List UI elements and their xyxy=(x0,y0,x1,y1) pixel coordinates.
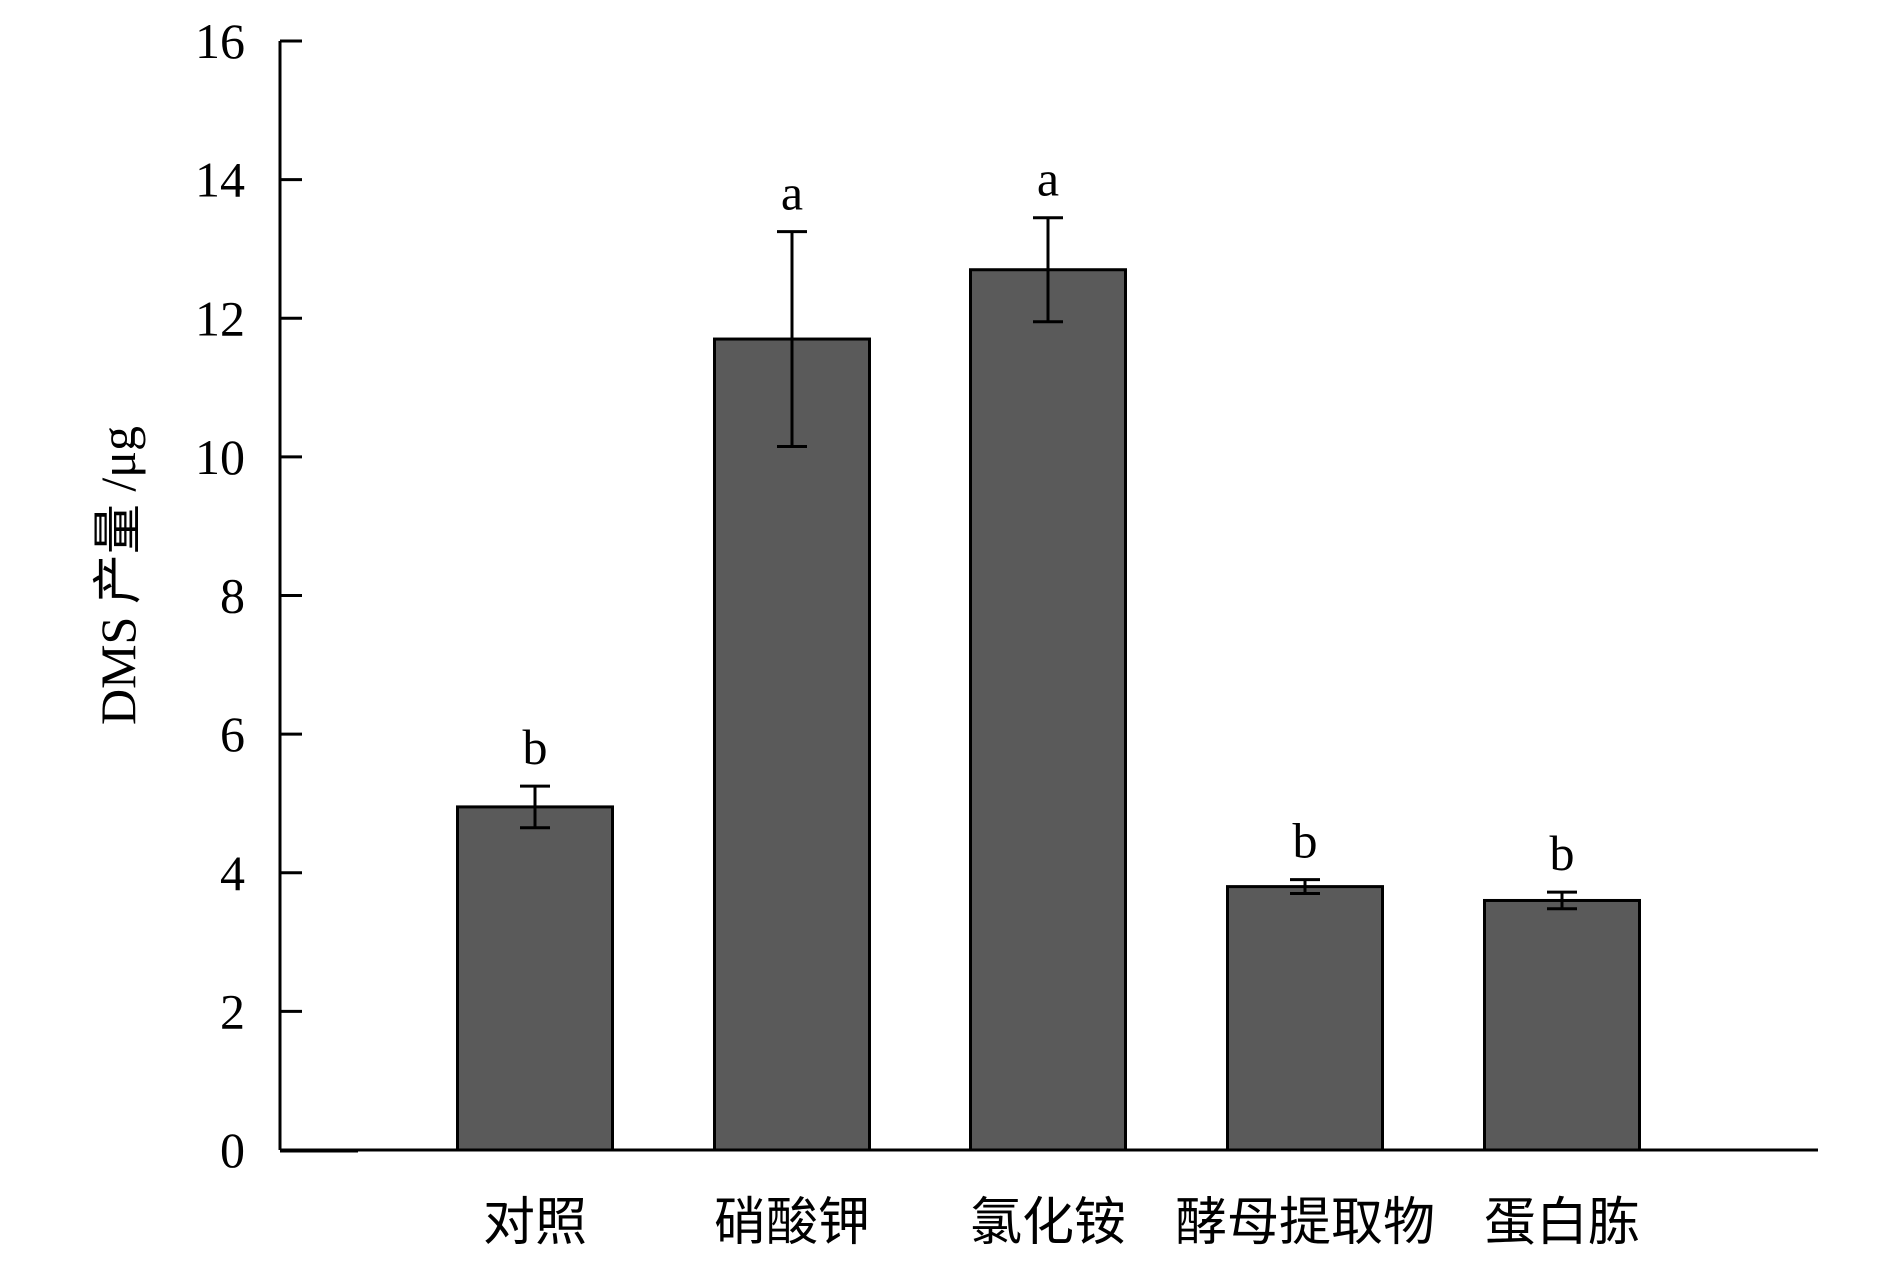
bar-2 xyxy=(713,337,871,1152)
y-axis-title: DMS 产量 /μg xyxy=(90,426,146,725)
significance-label-2: a xyxy=(781,165,803,221)
category-label-5: 蛋白胨 xyxy=(1484,1193,1640,1253)
significance-label-4: b xyxy=(1293,813,1318,869)
bars-layer xyxy=(456,268,1641,1152)
labels-layer: b 对照 a 硝酸钾 a 氯化铵 b 酵母提取物 b 蛋白胨 xyxy=(483,151,1640,1253)
y-tick-label: 14 xyxy=(195,152,245,208)
significance-label-1: b xyxy=(523,719,548,775)
y-tick-label: 6 xyxy=(220,706,245,762)
category-label-1: 对照 xyxy=(483,1193,587,1253)
bar-1 xyxy=(456,805,614,1152)
bar-5 xyxy=(1483,898,1641,1152)
category-label-2: 硝酸钾 xyxy=(714,1193,870,1253)
y-tick-label: 0 xyxy=(220,1122,245,1178)
y-tick-label: 10 xyxy=(195,429,245,485)
error-bars-layer xyxy=(520,216,1577,911)
y-ticks-layer: 0 2 4 6 8 10 12 14 16 xyxy=(195,13,302,1178)
y-tick-label: 4 xyxy=(220,845,245,901)
y-tick-label: 2 xyxy=(220,983,245,1039)
y-tick-label: 12 xyxy=(195,290,245,346)
y-tick-label: 16 xyxy=(195,13,245,69)
bar-3 xyxy=(969,268,1127,1152)
y-tick-label: 8 xyxy=(220,568,245,624)
category-label-3: 氯化铵 xyxy=(970,1193,1126,1253)
bar-4 xyxy=(1226,885,1384,1152)
significance-label-3: a xyxy=(1037,151,1059,207)
category-label-4: 酵母提取物 xyxy=(1175,1193,1435,1253)
significance-label-5: b xyxy=(1550,825,1575,881)
